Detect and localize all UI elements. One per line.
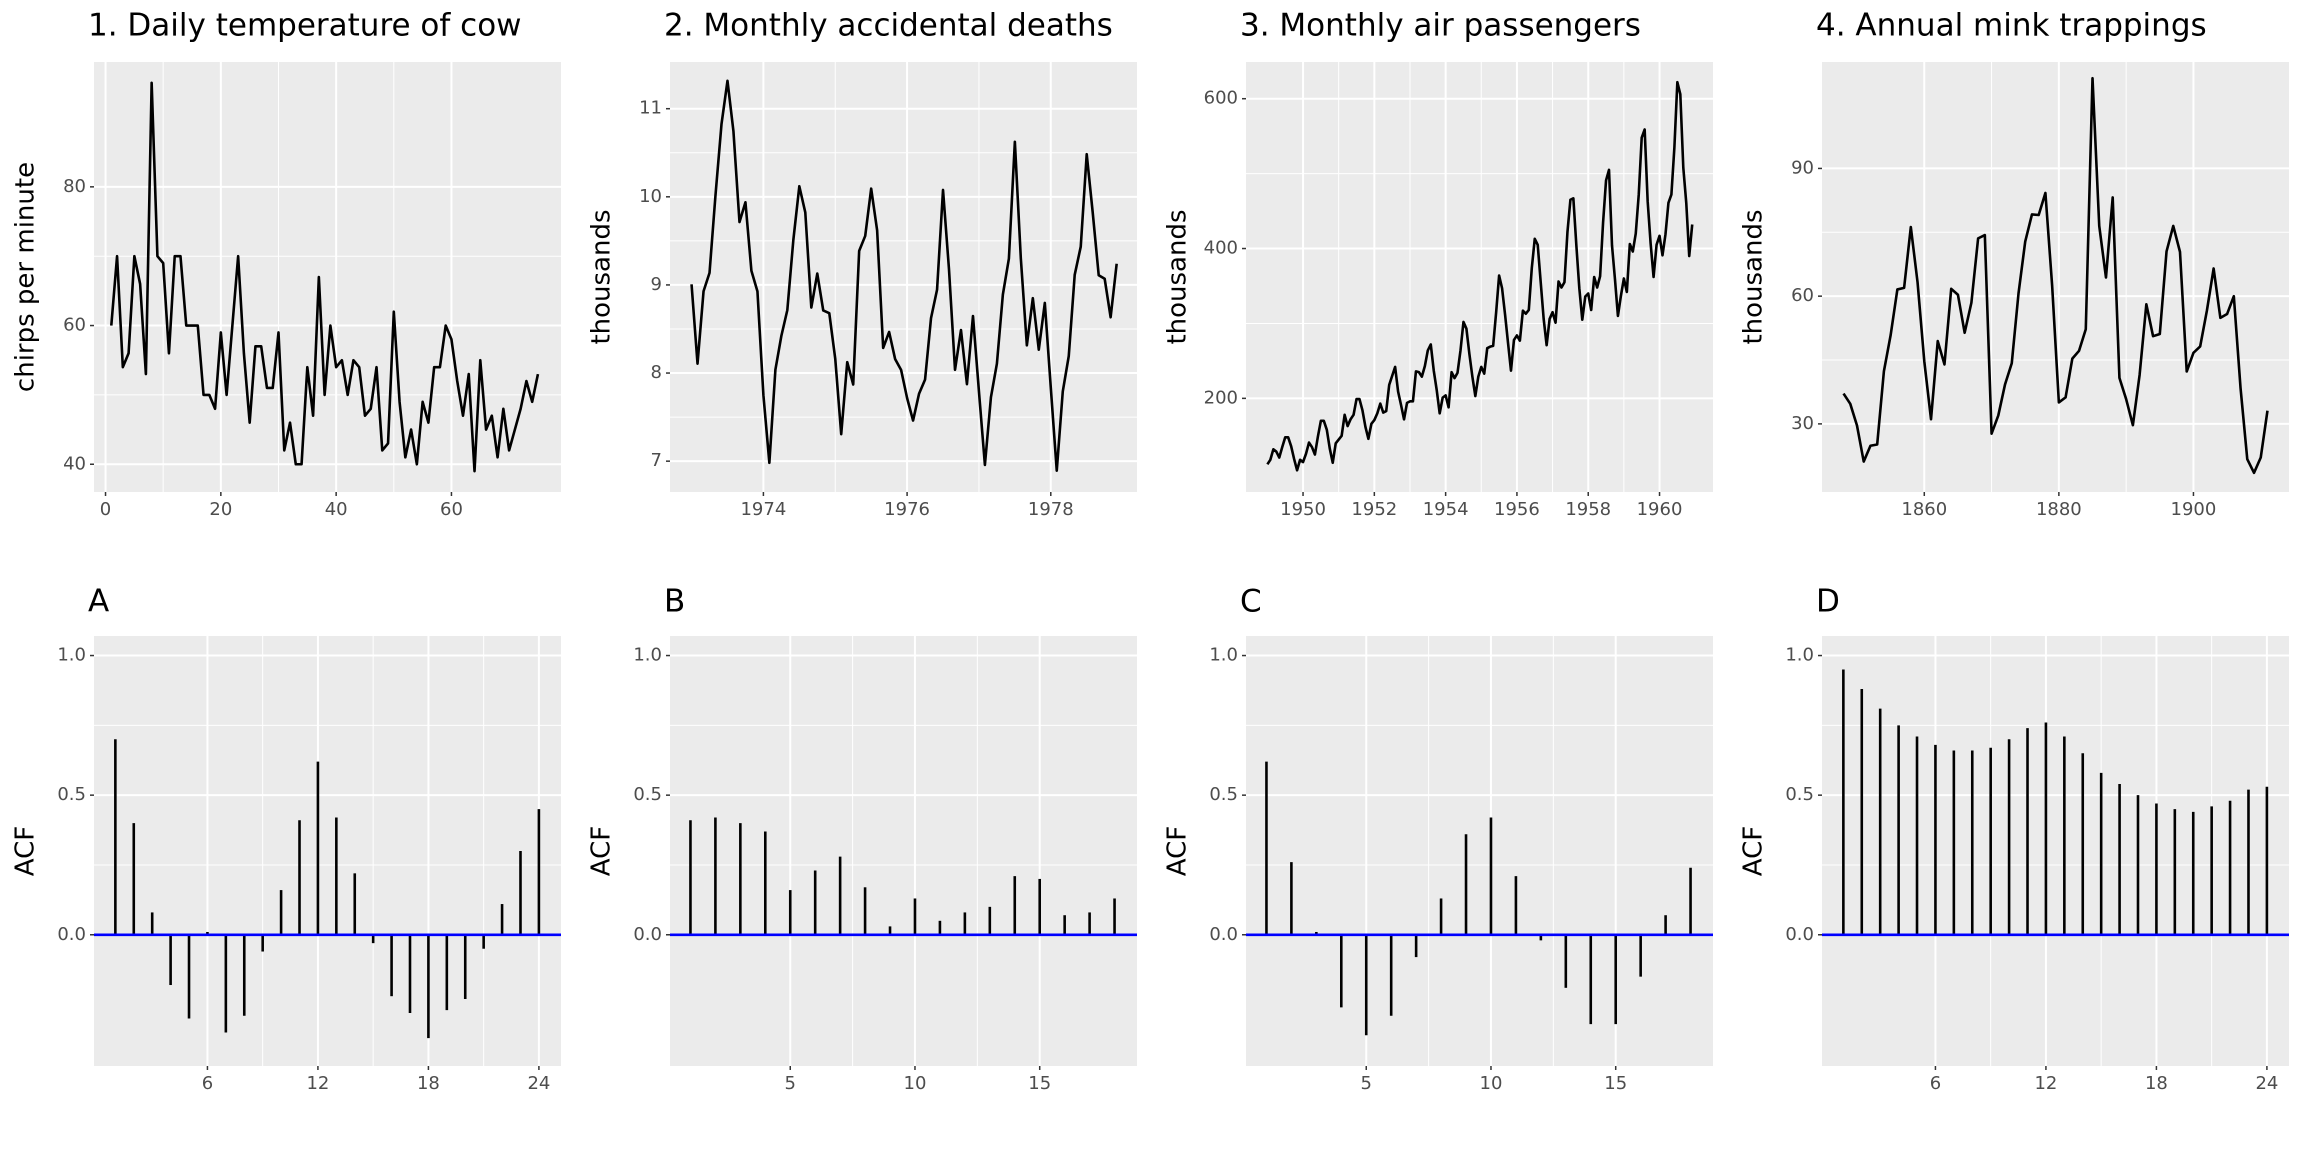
y-tick-label: 11 [639,98,662,119]
panel: B 0.0 0.5 1.0 5 10 15 ACF [587,584,1137,1094]
y-tick-label: 0.5 [633,784,662,805]
panel: C 0.0 0.5 1.0 5 10 15 ACF [1163,584,1713,1094]
y-tick-label: 0.0 [1785,924,1814,945]
plot-background [94,636,561,1066]
x-tick-label: 24 [2255,1073,2278,1094]
x-tick-label: 1880 [2036,499,2082,520]
x-tick-label: 10 [1480,1073,1503,1094]
y-tick-label: 7 [651,450,662,471]
y-tick-label: 1.0 [1785,645,1814,666]
x-tick-label: 18 [2145,1073,2168,1094]
panel: D 0.0 0.5 1.0 6 12 18 24 ACF [1739,584,2289,1094]
y-tick-label: 0.0 [1209,924,1238,945]
x-tick-label: 24 [527,1073,550,1094]
chart-title: 2. Monthly accidental deaths [664,8,1113,44]
x-tick-label: 15 [1028,1073,1051,1094]
y-tick-label: 9 [651,274,662,295]
x-tick-label: 40 [325,499,348,520]
plot-background [94,62,561,492]
y-axis-label: ACF [1163,826,1193,876]
y-axis-label: ACF [587,826,617,876]
y-tick-label: 0.0 [633,924,662,945]
x-tick-label: 18 [417,1073,440,1094]
y-tick-label: 10 [639,186,662,207]
x-tick-label: 1976 [884,499,930,520]
chart-title: 4. Annual mink trappings [1816,8,2207,44]
y-tick-label: 80 [63,176,86,197]
data-line [110,81,540,473]
y-tick-label: 0.5 [57,784,86,805]
x-tick-label: 20 [209,499,232,520]
x-tick-label: 1950 [1280,499,1326,520]
plot-background [1246,636,1713,1066]
y-tick-label: 60 [63,315,86,336]
panel: 1. Daily temperature of cow 40 60 80 0 20 40 60… [11,8,561,520]
y-axis-label: ACF [11,826,41,876]
y-tick-label: 0.0 [57,924,86,945]
x-tick-label: 10 [904,1073,927,1094]
plot-background [670,636,1137,1066]
y-axis-label: ACF [1739,826,1769,876]
x-tick-label: 1960 [1637,499,1683,520]
y-tick-label: 1.0 [1209,645,1238,666]
x-tick-label: 6 [202,1073,213,1094]
y-axis-label: thousands [1163,209,1193,344]
panel: 3. Monthly air passengers 200 400 600 1950 19… [1163,8,1713,520]
x-tick-label: 0 [100,499,111,520]
plot-background [1822,62,2289,492]
y-tick-label: 30 [1791,413,1814,434]
y-tick-label: 1.0 [633,645,662,666]
y-tick-label: 600 [1204,88,1238,109]
x-tick-label: 12 [306,1073,329,1094]
x-tick-label: 5 [785,1073,796,1094]
y-tick-label: 1.0 [57,645,86,666]
y-axis-label: chirps per minute [11,162,41,392]
x-tick-label: 60 [440,499,463,520]
data-line [1266,80,1694,472]
chart-title: D [1816,584,1840,620]
y-tick-label: 0.5 [1209,784,1238,805]
chart-title: 3. Monthly air passengers [1240,8,1641,44]
chart-title: B [664,584,685,620]
y-tick-label: 60 [1791,285,1814,306]
data-line [1842,76,2269,475]
y-tick-label: 200 [1204,387,1238,408]
plot-background [1246,62,1713,492]
y-tick-label: 90 [1791,157,1814,178]
x-tick-label: 5 [1361,1073,1372,1094]
x-tick-label: 1978 [1028,499,1074,520]
x-tick-label: 1900 [2171,499,2217,520]
x-tick-label: 1956 [1494,499,1540,520]
chart-title: A [88,584,109,620]
panel: A 0.0 0.5 1.0 6 12 18 24 ACF [11,584,561,1094]
x-tick-label: 1974 [740,499,786,520]
x-tick-label: 1860 [1901,499,1947,520]
x-tick-label: 15 [1604,1073,1627,1094]
data-line [690,79,1118,472]
x-tick-label: 1958 [1565,499,1611,520]
plot-background [670,62,1137,492]
y-axis-label: thousands [587,209,617,344]
chart-title: C [1240,584,1262,620]
plot-background [1822,636,2289,1066]
chart-title: 1. Daily temperature of cow [88,8,522,44]
panel: 4. Annual mink trappings 30 60 90 1860 1880 19… [1739,8,2289,520]
x-tick-label: 1954 [1423,499,1469,520]
x-tick-label: 12 [2034,1073,2057,1094]
y-tick-label: 400 [1204,238,1238,259]
y-tick-label: 40 [63,453,86,474]
y-axis-label: thousands [1739,209,1769,344]
x-tick-label: 1952 [1351,499,1397,520]
panel: 2. Monthly accidental deaths 7 8 9 10 11 1974 1… [587,8,1137,520]
x-tick-label: 6 [1930,1073,1941,1094]
y-tick-label: 8 [651,362,662,383]
y-tick-label: 0.5 [1785,784,1814,805]
